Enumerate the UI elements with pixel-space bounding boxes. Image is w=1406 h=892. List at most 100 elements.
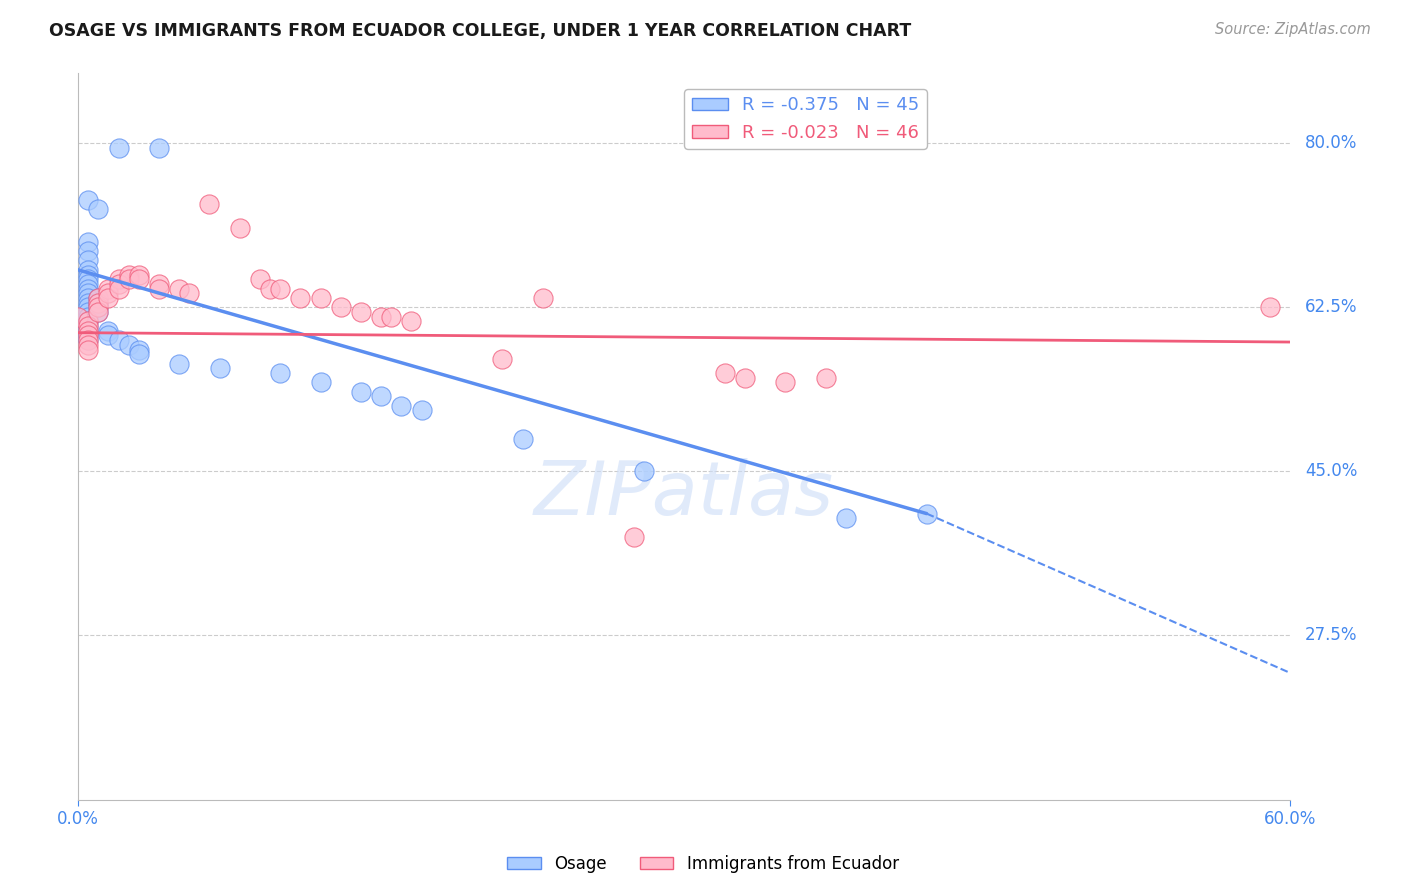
Point bbox=[128, 268, 150, 282]
Point bbox=[269, 282, 291, 296]
Point bbox=[915, 507, 938, 521]
Point bbox=[77, 319, 100, 334]
Point bbox=[77, 253, 100, 268]
Point bbox=[229, 220, 252, 235]
Point bbox=[350, 384, 373, 399]
Point bbox=[107, 333, 129, 347]
Point bbox=[77, 282, 100, 296]
Point bbox=[77, 343, 100, 357]
Point bbox=[77, 286, 100, 301]
Text: Source: ZipAtlas.com: Source: ZipAtlas.com bbox=[1215, 22, 1371, 37]
Point bbox=[77, 268, 100, 282]
Text: ZIPatlas: ZIPatlas bbox=[534, 458, 834, 531]
Point bbox=[67, 310, 90, 324]
Point bbox=[350, 305, 373, 319]
Text: 62.5%: 62.5% bbox=[1305, 298, 1357, 317]
Point bbox=[77, 193, 100, 207]
Point bbox=[633, 464, 655, 478]
Point bbox=[623, 530, 645, 544]
Point bbox=[208, 361, 231, 376]
Point bbox=[87, 305, 110, 319]
Point bbox=[117, 272, 139, 286]
Point bbox=[531, 291, 554, 305]
Point bbox=[97, 286, 120, 301]
Point bbox=[290, 291, 312, 305]
Point bbox=[179, 286, 201, 301]
Point bbox=[167, 282, 190, 296]
Point bbox=[77, 328, 100, 343]
Point bbox=[411, 403, 433, 417]
Point bbox=[77, 277, 100, 291]
Point bbox=[1258, 301, 1281, 315]
Point bbox=[107, 141, 129, 155]
Point bbox=[97, 291, 120, 305]
Point bbox=[77, 338, 100, 352]
Point bbox=[128, 347, 150, 361]
Point bbox=[167, 357, 190, 371]
Point bbox=[77, 263, 100, 277]
Point bbox=[77, 328, 100, 343]
Point bbox=[77, 301, 100, 315]
Point bbox=[77, 314, 100, 328]
Point bbox=[107, 282, 129, 296]
Point bbox=[128, 272, 150, 286]
Point bbox=[491, 351, 513, 366]
Point bbox=[734, 370, 756, 384]
Point bbox=[87, 295, 110, 310]
Point bbox=[77, 324, 100, 338]
Point bbox=[97, 328, 120, 343]
Point bbox=[380, 310, 402, 324]
Point bbox=[814, 370, 837, 384]
Point bbox=[148, 141, 170, 155]
Point bbox=[77, 333, 100, 347]
Text: OSAGE VS IMMIGRANTS FROM ECUADOR COLLEGE, UNDER 1 YEAR CORRELATION CHART: OSAGE VS IMMIGRANTS FROM ECUADOR COLLEGE… bbox=[49, 22, 911, 40]
Point bbox=[309, 376, 332, 390]
Point bbox=[117, 338, 139, 352]
Point bbox=[389, 399, 412, 413]
Point bbox=[77, 272, 100, 286]
Point bbox=[77, 291, 100, 305]
Point bbox=[512, 432, 534, 446]
Point bbox=[97, 282, 120, 296]
Text: 27.5%: 27.5% bbox=[1305, 626, 1357, 644]
Point bbox=[77, 310, 100, 324]
Point bbox=[97, 324, 120, 338]
Point bbox=[773, 376, 796, 390]
Legend: Osage, Immigrants from Ecuador: Osage, Immigrants from Ecuador bbox=[501, 848, 905, 880]
Point bbox=[835, 511, 858, 525]
Point bbox=[107, 277, 129, 291]
Point bbox=[77, 235, 100, 249]
Point bbox=[77, 319, 100, 334]
Point bbox=[309, 291, 332, 305]
Point bbox=[77, 295, 100, 310]
Point bbox=[87, 295, 110, 310]
Point bbox=[87, 301, 110, 315]
Point bbox=[128, 343, 150, 357]
Text: 80.0%: 80.0% bbox=[1305, 135, 1357, 153]
Legend: R = -0.375   N = 45, R = -0.023   N = 46: R = -0.375 N = 45, R = -0.023 N = 46 bbox=[685, 89, 927, 149]
Point bbox=[370, 310, 392, 324]
Point bbox=[148, 277, 170, 291]
Point bbox=[148, 282, 170, 296]
Point bbox=[87, 291, 110, 305]
Point bbox=[77, 305, 100, 319]
Point bbox=[117, 268, 139, 282]
Point bbox=[87, 301, 110, 315]
Point bbox=[77, 333, 100, 347]
Point bbox=[77, 244, 100, 259]
Point bbox=[329, 301, 352, 315]
Text: 45.0%: 45.0% bbox=[1305, 462, 1357, 481]
Point bbox=[370, 389, 392, 403]
Point bbox=[77, 314, 100, 328]
Point bbox=[87, 291, 110, 305]
Point bbox=[259, 282, 281, 296]
Point bbox=[107, 272, 129, 286]
Point bbox=[249, 272, 271, 286]
Point bbox=[198, 197, 221, 211]
Point bbox=[713, 366, 735, 380]
Point bbox=[401, 314, 423, 328]
Point bbox=[87, 202, 110, 216]
Point bbox=[269, 366, 291, 380]
Point bbox=[77, 324, 100, 338]
Point bbox=[87, 305, 110, 319]
